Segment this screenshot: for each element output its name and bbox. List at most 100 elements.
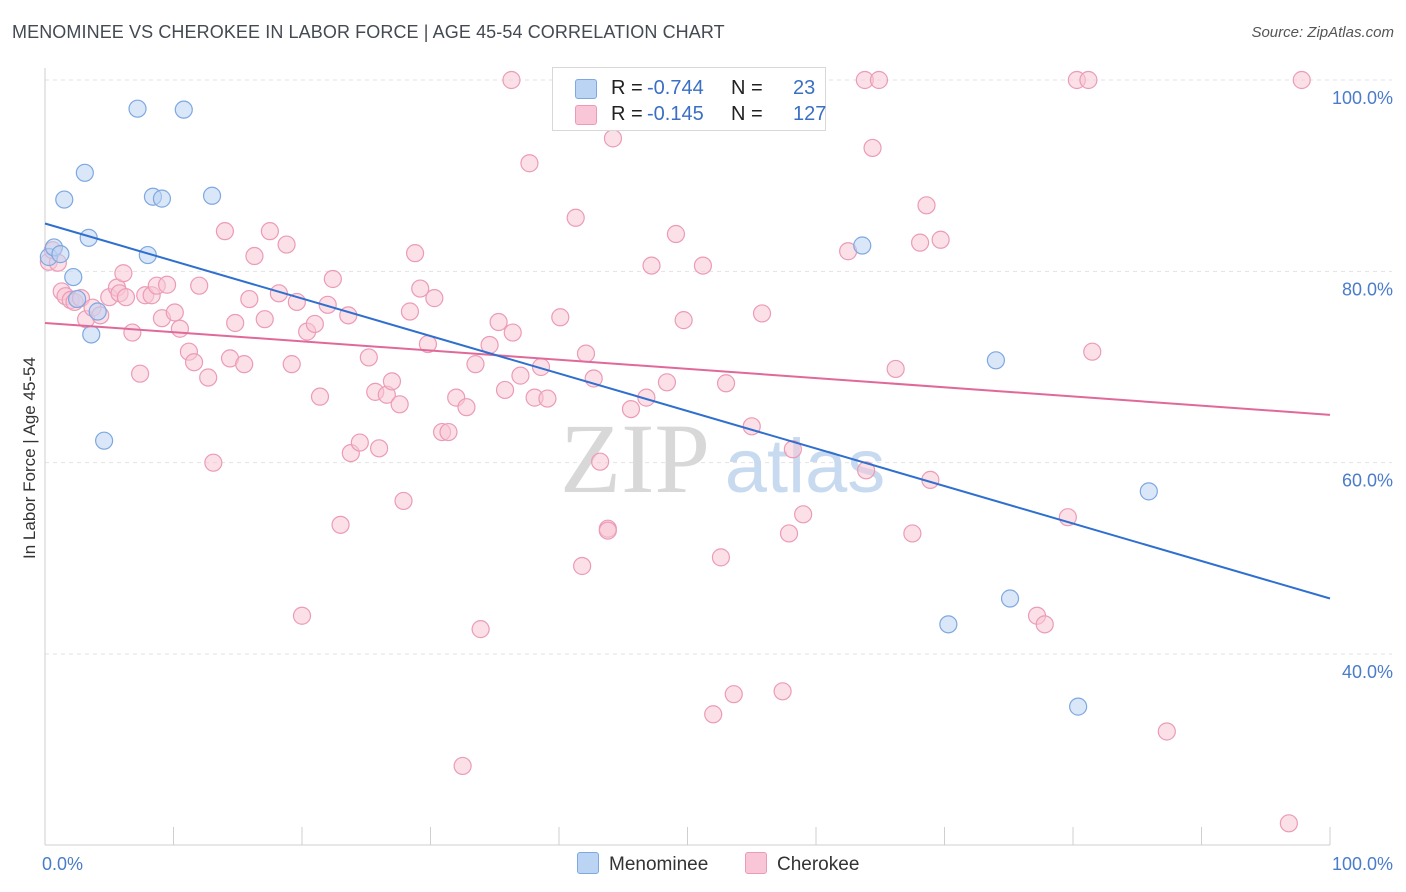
cherokee-point [1157,722,1176,741]
cherokee-point [666,224,686,244]
cherokee-point [394,491,413,511]
legend-n-value-menominee: 23 [793,77,816,99]
cherokee-point [323,269,342,289]
correlation-legend: R = -0.744 N = 23 R = -0.145 N = 127 [552,67,826,131]
cherokee-point [116,288,136,307]
cherokee-point [130,364,150,383]
cherokee-point [204,453,223,472]
cherokee-point [471,620,490,639]
cherokee-point [318,295,337,314]
cherokee-point [1079,70,1098,90]
cherokee-point [779,524,799,543]
cherokee-point [621,399,641,419]
menominee-point [128,99,147,118]
cherokee-point [693,256,713,275]
cherokee-point [359,348,378,367]
cherokee-legend-swatch [745,852,767,874]
menominee-point [1069,697,1088,716]
menominee-swatch [575,79,597,99]
cherokee-point [642,256,661,275]
cherokee-point [411,279,430,298]
menominee-point [88,302,107,321]
menominee-point [82,325,101,344]
cherokee-point [511,366,530,385]
menominee-point [95,431,114,450]
cherokee-point [573,556,592,576]
y-tick-label: 60.0% [1342,471,1393,491]
cherokee-point [457,398,476,417]
cherokee-point [439,422,458,442]
cherokee-point [235,355,254,374]
x-tick-label: 100.0% [1332,854,1393,874]
cherokee-point [350,433,369,452]
cherokee-point [170,319,190,338]
cherokee-point [603,129,623,148]
cherokee-point [520,154,539,173]
axes-layer [44,68,1331,846]
cherokee-point [400,302,420,321]
cherokee-point [1292,70,1311,90]
y-tick-label: 40.0% [1342,662,1393,682]
cherokee-point [1279,814,1298,833]
menominee-point [51,245,70,264]
cherokee-point [260,222,279,241]
cherokee-point [305,314,324,334]
y-tick-label: 80.0% [1342,279,1393,299]
cherokee-point [466,355,485,374]
cherokee-legend-label: Cherokee [777,854,860,875]
menominee-point [202,186,222,205]
cherokee-point [370,439,389,458]
cherokee-point [598,521,617,540]
x-tick-label: 0.0% [42,854,83,874]
cherokee-point [165,303,184,322]
cherokee-point [910,233,930,252]
cherokee-point [282,355,301,374]
menominee-point [64,267,83,287]
menominee-point [1139,482,1158,501]
cherokee-point [711,548,731,567]
legend-r-label: R = [611,103,643,125]
menominee-point [75,163,94,182]
cherokee-point [931,230,950,249]
legend-n-label: N = [731,77,763,99]
cherokee-point [863,138,882,158]
cherokee-point [773,682,792,701]
cherokee-point [551,308,570,327]
menominee-point [1000,589,1020,608]
cherokee-point [255,310,274,329]
cherokee-point [199,368,218,387]
cherokee-point [277,235,296,254]
cherokee-point [425,289,444,308]
cherokee-point [869,70,889,90]
cherokee-point [674,311,693,330]
cherokee-point [382,372,402,391]
menominee-point [853,236,872,255]
cherokee-point [503,323,522,342]
menominee-point [55,190,74,209]
cherokee-point [310,387,330,406]
cherokee-point [240,289,259,309]
cherokee-point [538,389,557,408]
cherokee-point [495,380,515,400]
points-layer [39,70,1311,833]
y-tick-label: 100.0% [1332,88,1393,108]
cherokee-point [857,461,876,480]
menominee-trend-line [44,222,1331,600]
legend-r-value-menominee: -0.744 [647,77,704,99]
cherokee-point [917,196,936,215]
cherokee-point [1035,615,1054,634]
cherokee-point [502,70,521,90]
cherokee-point [390,395,409,414]
legend-n-label: N = [731,103,763,125]
cherokee-point [453,756,472,776]
menominee-point [152,189,172,208]
cherokee-point [184,353,204,372]
trend-layer [44,222,1331,600]
cherokee-point [1083,342,1102,361]
cherokee-point [405,244,425,263]
legend-r-label: R = [611,77,643,99]
menominee-point [174,100,193,119]
cherokee-point [724,685,743,704]
cherokee-point [903,524,922,543]
